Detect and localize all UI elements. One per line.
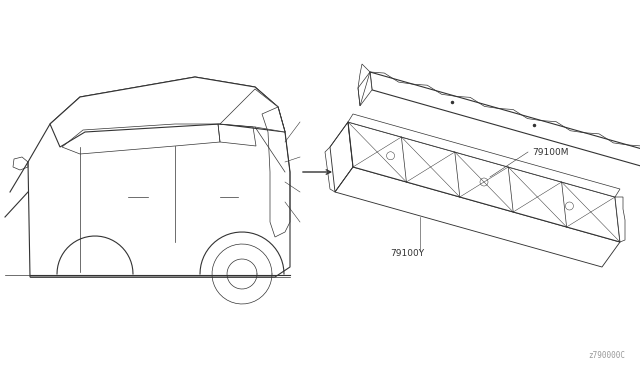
- Text: z790000C: z790000C: [588, 351, 625, 360]
- Polygon shape: [348, 114, 620, 197]
- Text: 79100Y: 79100Y: [390, 250, 424, 259]
- Polygon shape: [335, 167, 620, 267]
- Polygon shape: [615, 197, 625, 242]
- Polygon shape: [358, 72, 372, 106]
- Polygon shape: [220, 89, 285, 132]
- Polygon shape: [370, 72, 640, 167]
- Polygon shape: [50, 77, 285, 147]
- Polygon shape: [330, 122, 353, 192]
- Polygon shape: [28, 77, 290, 277]
- Polygon shape: [348, 122, 620, 242]
- Text: 79100M: 79100M: [532, 148, 568, 157]
